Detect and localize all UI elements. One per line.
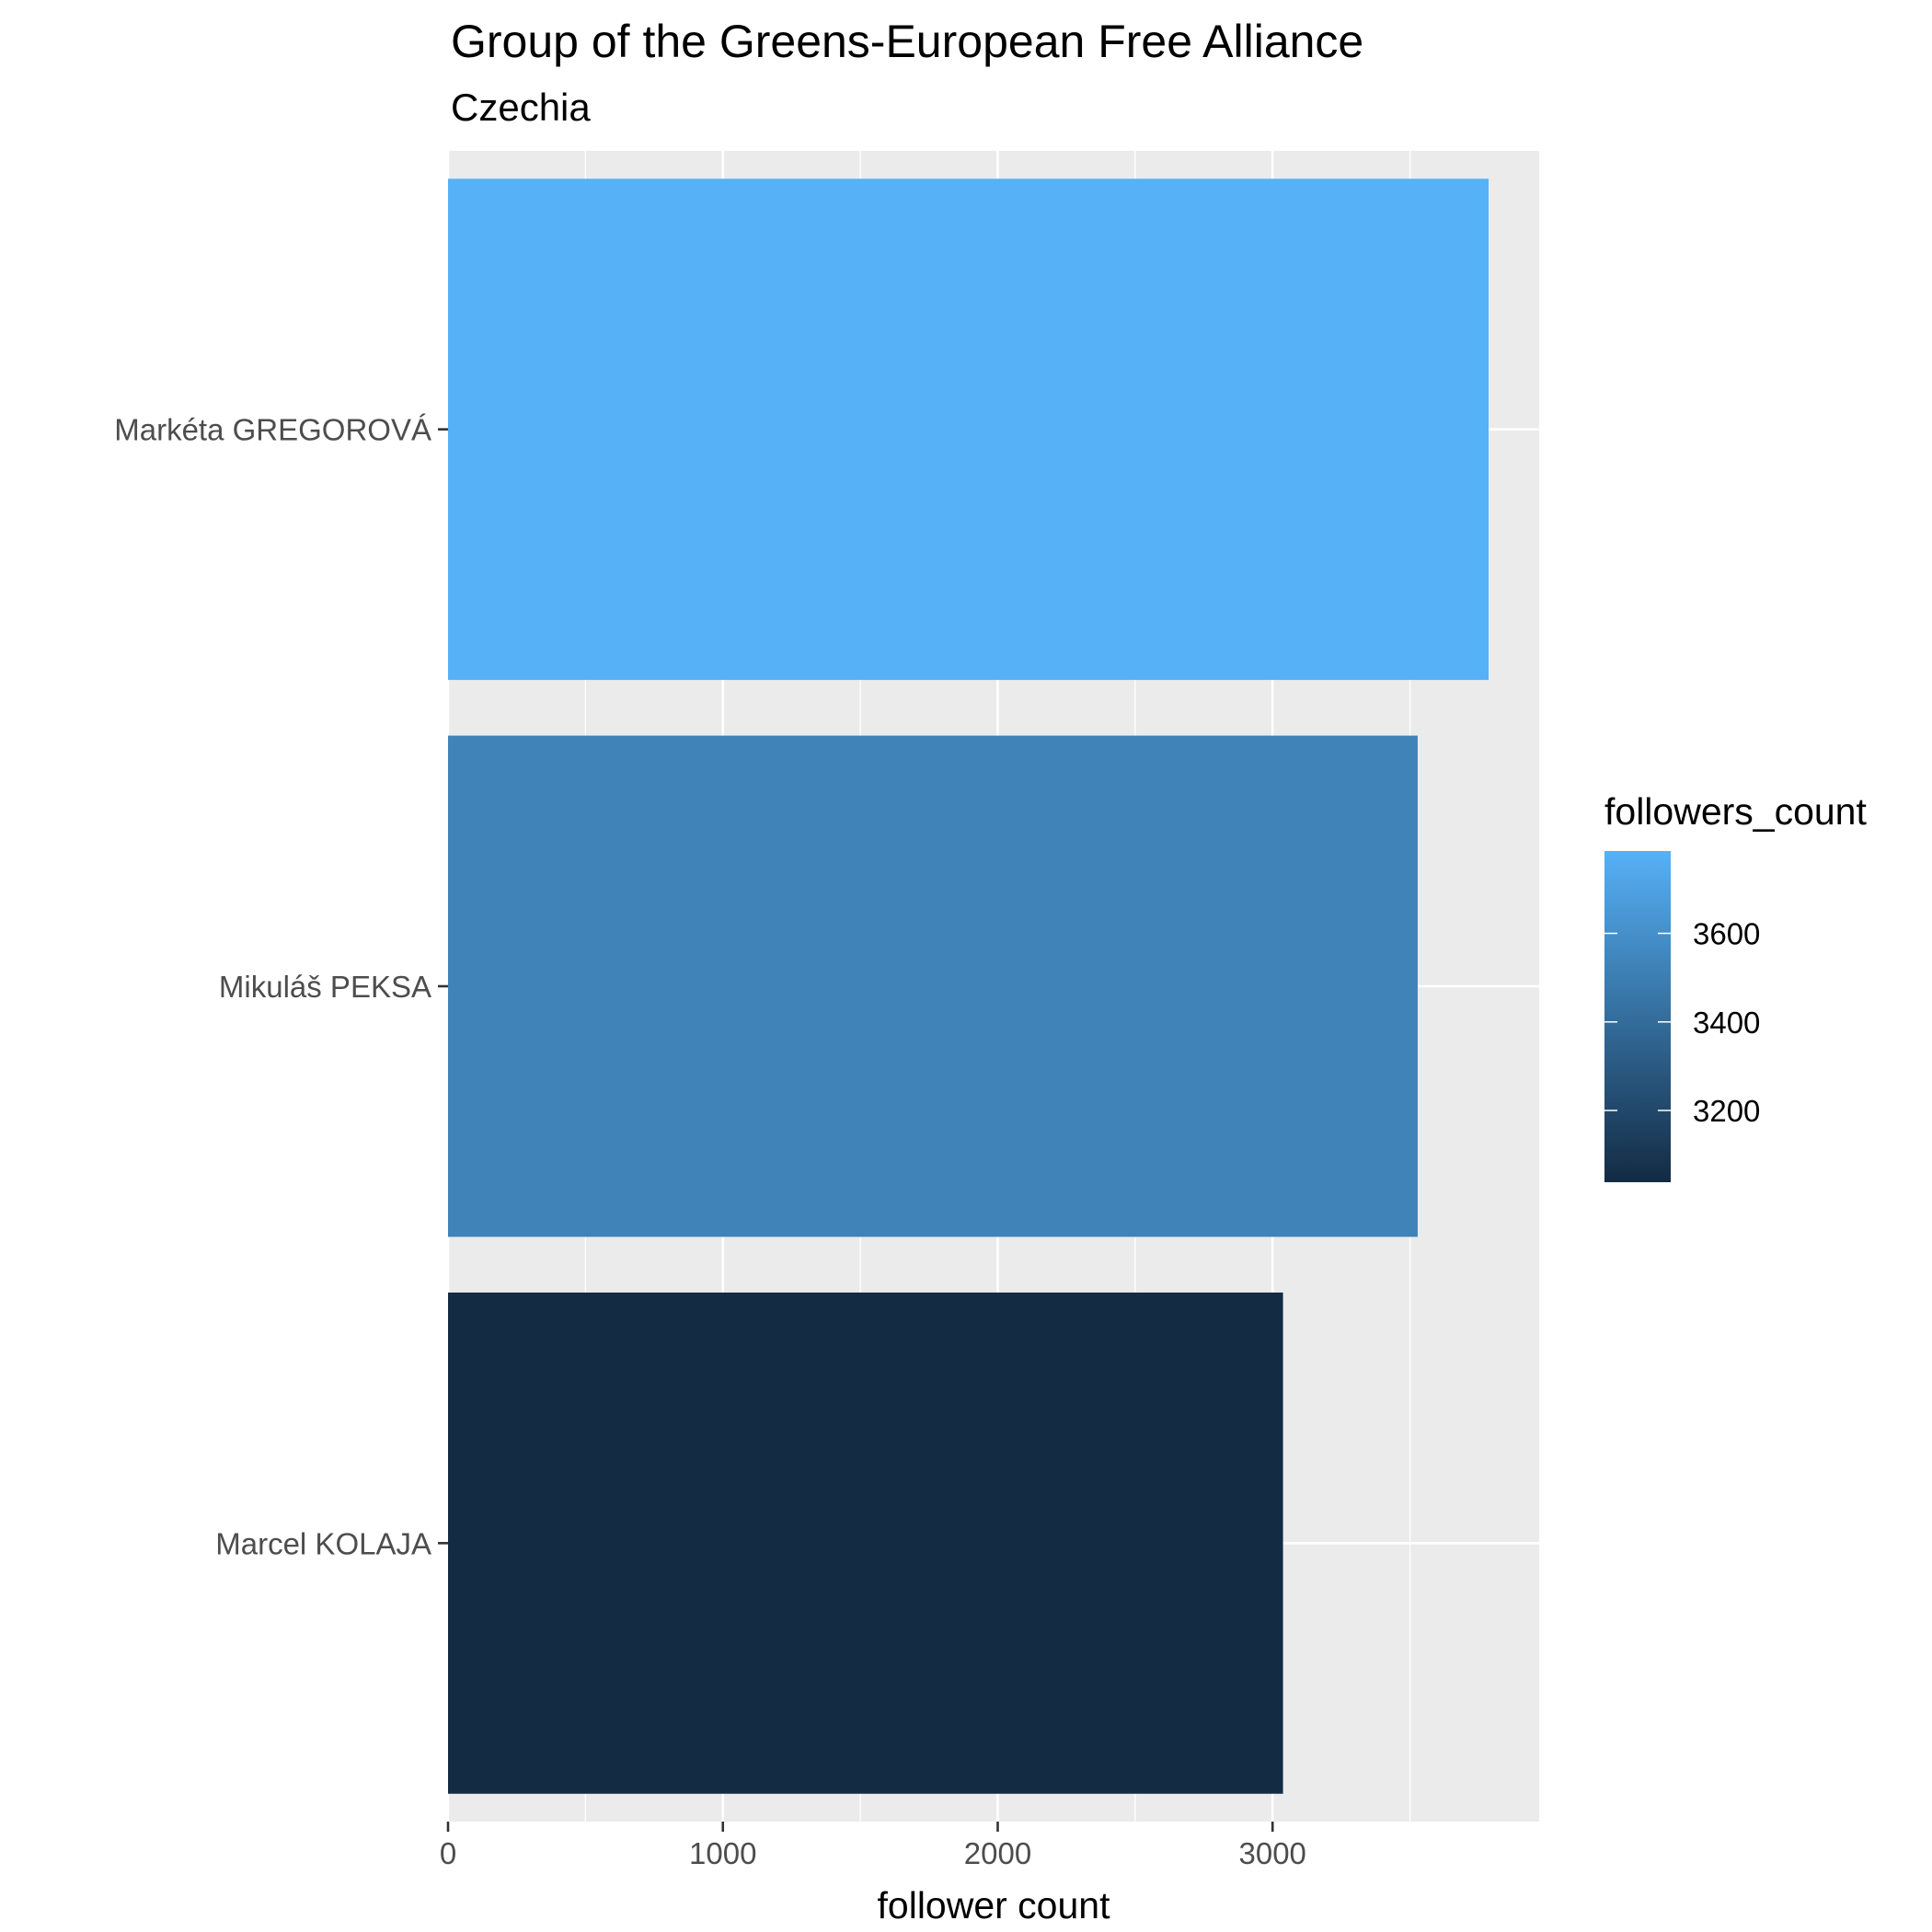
y-tick-label: Marcel KOLAJA xyxy=(215,1526,431,1560)
legend-label: 3200 xyxy=(1693,1094,1760,1128)
bar xyxy=(448,735,1418,1237)
legend-title: followers_count xyxy=(1604,790,1867,833)
chart-subtitle: Czechia xyxy=(451,86,591,129)
y-axis: Markéta GREGOROVÁ Mikuláš PEKSA Marcel KOL… xyxy=(114,413,448,1560)
legend-colorbar xyxy=(1604,851,1671,1182)
x-tick-label: 0 xyxy=(440,1836,456,1870)
bars xyxy=(448,178,1489,1794)
x-axis: 0 1000 2000 3000 xyxy=(440,1822,1306,1870)
legend-label: 3400 xyxy=(1693,1006,1760,1040)
x-tick-label: 3000 xyxy=(1239,1836,1306,1870)
x-tick-label: 1000 xyxy=(689,1836,756,1870)
bar xyxy=(448,178,1489,681)
legend: followers_count 3200 3400 3600 xyxy=(1604,790,1867,1182)
x-tick-label: 2000 xyxy=(964,1836,1031,1870)
chart-title: Group of the Greens-European Free Allian… xyxy=(451,16,1363,67)
y-tick-label: Mikuláš PEKSA xyxy=(219,970,431,1004)
legend-label: 3600 xyxy=(1693,917,1760,951)
bar xyxy=(448,1292,1283,1794)
y-tick-label: Markéta GREGOROVÁ xyxy=(114,413,431,447)
x-axis-title: follower count xyxy=(878,1884,1111,1926)
